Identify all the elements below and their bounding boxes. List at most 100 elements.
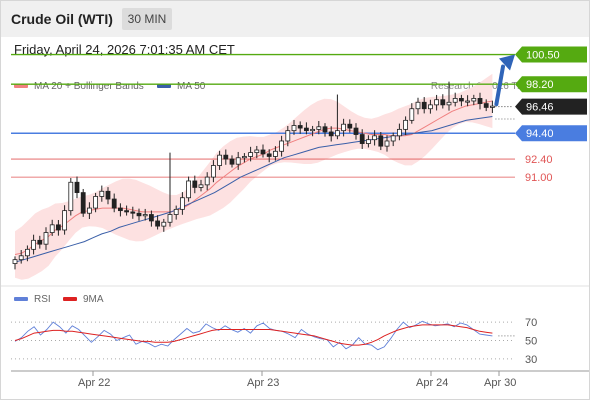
legend-ma50: MA 50 bbox=[157, 81, 205, 92]
candle-body bbox=[322, 126, 328, 133]
candle-body bbox=[446, 101, 452, 106]
header-bar: Crude Oil (WTI) 30 MIN bbox=[1, 1, 589, 37]
candle-body bbox=[310, 128, 316, 132]
level-tag-0 bbox=[515, 46, 587, 63]
candle-body bbox=[353, 127, 359, 135]
candle-body bbox=[124, 210, 129, 213]
candle-body bbox=[427, 104, 433, 110]
rsi-ma-swatch bbox=[63, 297, 77, 302]
legend-ma50-label: MA 50 bbox=[177, 81, 206, 92]
ma20-swatch bbox=[14, 84, 28, 89]
level-label-4: 92.40 bbox=[525, 154, 553, 166]
candle-body bbox=[248, 152, 254, 157]
candle-body bbox=[421, 101, 427, 110]
candle-body bbox=[118, 207, 123, 212]
candle-body bbox=[483, 103, 489, 108]
candle-body bbox=[489, 105, 495, 108]
candle-body bbox=[465, 100, 471, 103]
candle-body bbox=[186, 180, 192, 199]
candles bbox=[12, 81, 495, 270]
candle-body bbox=[359, 134, 365, 144]
level-label-5: 91.00 bbox=[525, 172, 553, 184]
candle-body bbox=[49, 224, 55, 233]
legend-rsi: RSI bbox=[14, 294, 51, 305]
candle-body bbox=[142, 214, 148, 217]
candle-body bbox=[136, 212, 142, 217]
candle-body bbox=[37, 239, 43, 245]
candle-body bbox=[223, 154, 229, 160]
moving-averages bbox=[14, 100, 493, 263]
level-labels: 100.50 98.20 96.46 94.40 92.40 91.00 bbox=[515, 46, 587, 184]
candle-body bbox=[31, 239, 37, 250]
ma50-swatch bbox=[157, 84, 171, 89]
x-tick-label-3: Apr 30 bbox=[484, 377, 517, 389]
forecast-arrow bbox=[494, 54, 515, 107]
candle-body bbox=[210, 165, 216, 178]
arrow-shaft bbox=[494, 64, 505, 107]
candle-body bbox=[260, 149, 266, 155]
instrument-title: Crude Oil (WTI) bbox=[11, 11, 113, 27]
rsi-level-label: 50 bbox=[525, 336, 537, 348]
candle-body bbox=[229, 158, 235, 165]
candle-body bbox=[204, 176, 210, 186]
research-credit: Research © 2026 Trading Central bbox=[430, 81, 580, 92]
candle-body bbox=[198, 184, 204, 188]
level-label-2: 96.46 bbox=[526, 102, 554, 114]
rsi-level-label: 30 bbox=[525, 354, 537, 366]
rsi-swatch bbox=[14, 297, 28, 302]
candle-body bbox=[111, 198, 117, 209]
candle-body bbox=[266, 153, 272, 157]
candle-body bbox=[316, 126, 322, 130]
candle-body bbox=[384, 140, 390, 147]
candle-body bbox=[99, 190, 105, 197]
candle-body bbox=[347, 123, 353, 129]
candle-body bbox=[477, 98, 483, 104]
candle-body bbox=[80, 192, 86, 214]
candle-body bbox=[365, 139, 371, 144]
candle-body bbox=[155, 220, 161, 227]
rsi-ma-line bbox=[14, 324, 493, 346]
candle-body bbox=[62, 210, 67, 231]
level-label-1: 98.20 bbox=[526, 79, 554, 91]
candle-body bbox=[434, 99, 440, 106]
level-tag-3 bbox=[515, 125, 587, 142]
candle-body bbox=[297, 125, 303, 129]
candle-body bbox=[279, 140, 285, 152]
candle-body bbox=[217, 154, 223, 166]
candle-body bbox=[56, 224, 61, 231]
candle-body bbox=[148, 214, 154, 222]
legend-rsi-label: RSI bbox=[34, 294, 51, 305]
candle-body bbox=[440, 99, 446, 106]
candle-body bbox=[403, 119, 409, 130]
candle-body bbox=[87, 207, 92, 214]
candle-body bbox=[372, 135, 378, 141]
candle-body bbox=[390, 135, 396, 142]
rsi-panel: 70 50 30 bbox=[11, 317, 537, 366]
candle-body bbox=[167, 214, 173, 223]
candle-body bbox=[291, 125, 297, 132]
candle-body bbox=[328, 131, 334, 137]
candle-body bbox=[24, 248, 30, 257]
level-tag-1 bbox=[515, 76, 587, 93]
rsi-level-label: 70 bbox=[525, 317, 537, 329]
legend-ma20-label: MA 20 + Bollinger Bands bbox=[34, 81, 144, 92]
candle-body bbox=[235, 157, 241, 165]
candle-body bbox=[241, 156, 247, 159]
candle-body bbox=[341, 123, 347, 132]
candle-body bbox=[415, 101, 421, 110]
candle-body bbox=[192, 180, 198, 188]
candle-body bbox=[378, 135, 384, 147]
x-axis-ticks bbox=[92, 371, 500, 376]
ma50-line bbox=[14, 116, 493, 263]
candle-body bbox=[179, 197, 185, 210]
candle-body bbox=[18, 255, 24, 261]
timeframe-button[interactable]: 30 MIN bbox=[122, 8, 172, 30]
candle-body bbox=[272, 150, 278, 157]
candle-body bbox=[68, 181, 74, 212]
legend-rsi-ma: 9MA bbox=[63, 294, 104, 305]
candle-body bbox=[471, 98, 477, 102]
legend-ma20: MA 20 + Bollinger Bands bbox=[14, 81, 144, 92]
level-lines bbox=[11, 53, 515, 178]
level-label-3: 94.40 bbox=[526, 128, 554, 140]
